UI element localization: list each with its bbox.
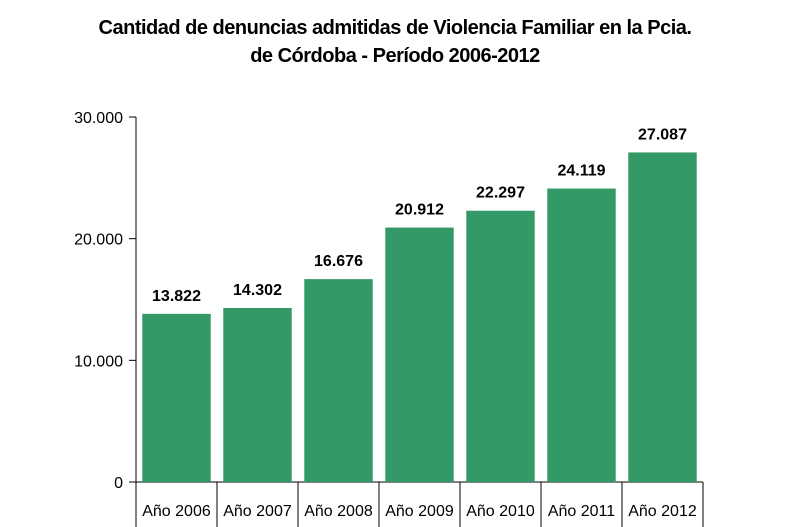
bar xyxy=(628,152,697,482)
bar xyxy=(142,313,211,482)
y-tick-label: 20.000 xyxy=(74,232,123,249)
y-axis-ticks: 0 10.000 20.000 30.000 xyxy=(74,110,136,492)
data-label: 14.302 xyxy=(233,282,282,299)
data-label: 24.119 xyxy=(557,163,605,180)
chart-title-line-2: de Córdoba - Período 2006-2012 xyxy=(250,45,540,67)
data-label: 22.297 xyxy=(476,185,525,202)
chart-title: Cantidad de denuncias admitidas de Viole… xyxy=(0,14,790,70)
x-category-label: Año 2008 xyxy=(304,503,373,520)
x-category-label: Año 2011 xyxy=(548,503,615,520)
bar xyxy=(547,188,616,482)
y-tick-label: 30.000 xyxy=(74,110,123,127)
x-category-label: Año 2006 xyxy=(142,503,211,520)
x-category-label: Año 2012 xyxy=(628,503,697,520)
bar xyxy=(385,227,454,482)
y-tick-label: 10.000 xyxy=(74,353,123,370)
data-label: 20.912 xyxy=(395,202,444,219)
x-category-label: Año 2007 xyxy=(223,503,292,520)
data-label: 16.676 xyxy=(314,253,363,270)
x-axis-categories: Año 2006 Año 2007 Año 2008 Año 2009 Año 2010… xyxy=(135,482,704,527)
y-tick-label: 0 xyxy=(114,475,123,492)
data-label: 13.822 xyxy=(152,288,201,305)
x-category-label: Año 2010 xyxy=(466,503,535,520)
x-category-label: Año 2009 xyxy=(385,503,454,520)
bars: 13.822 14.302 16.676 20.912 22.297 24.119 27.0… xyxy=(142,126,697,482)
bar xyxy=(223,307,292,482)
bar xyxy=(466,210,535,482)
bar xyxy=(304,279,373,482)
data-label: 27.087 xyxy=(638,126,687,143)
chart-title-line-1: Cantidad de denuncias admitidas de Viole… xyxy=(98,17,692,39)
